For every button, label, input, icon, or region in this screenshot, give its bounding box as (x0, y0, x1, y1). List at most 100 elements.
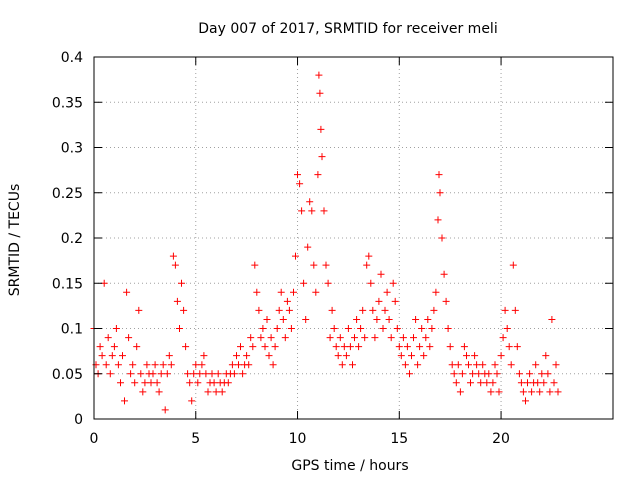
y-tick-label: 0.05 (52, 367, 83, 383)
data-point (159, 361, 167, 369)
data-point (261, 343, 269, 351)
data-point (479, 361, 487, 369)
data-point (259, 325, 267, 332)
data-point (357, 325, 365, 332)
data-point (245, 361, 253, 369)
data-point (499, 334, 507, 342)
data-point (137, 370, 145, 378)
data-point (127, 370, 135, 378)
data-point (454, 361, 462, 369)
data-point (448, 361, 456, 369)
y-tick-label: 0.3 (61, 141, 83, 157)
data-point (336, 334, 344, 342)
data-point (157, 370, 165, 378)
data-point (456, 388, 464, 396)
data-point (196, 370, 204, 378)
data-point (318, 153, 326, 161)
data-point (328, 306, 336, 314)
data-point (102, 361, 110, 369)
data-point (265, 352, 273, 360)
data-point (235, 361, 242, 369)
data-point (243, 352, 251, 360)
data-point (251, 261, 259, 269)
data-point (435, 171, 443, 179)
data-point (338, 361, 346, 369)
data-point (507, 361, 515, 369)
data-point (253, 288, 261, 296)
data-point (542, 352, 550, 360)
data-point (269, 361, 277, 369)
data-point (532, 361, 540, 369)
data-point (281, 334, 289, 342)
data-point (330, 325, 338, 332)
data-point (430, 306, 438, 314)
data-point (324, 279, 332, 287)
data-point (540, 379, 548, 387)
data-point (190, 370, 198, 378)
data-point (173, 297, 181, 305)
data-point (161, 406, 169, 414)
data-point (355, 343, 363, 351)
data-point (300, 279, 308, 287)
data-point (316, 89, 324, 97)
data-point (422, 334, 430, 342)
data-point (426, 343, 434, 351)
data-point (524, 379, 531, 387)
data-point (292, 252, 299, 260)
data-point (171, 261, 179, 269)
data-point (353, 316, 361, 323)
data-point (387, 334, 395, 342)
data-point (517, 379, 525, 387)
data-point (198, 361, 206, 369)
data-point (469, 370, 477, 378)
x-tick-label: 20 (492, 431, 510, 447)
data-point (379, 325, 387, 332)
data-point (491, 361, 499, 369)
data-point (125, 334, 133, 342)
data-point (391, 297, 399, 305)
chart-title: Day 007 of 2017, SRMTID for receiver mel… (198, 21, 497, 37)
data-point (104, 334, 112, 342)
y-tick-label: 0.1 (61, 322, 83, 338)
data-point (389, 279, 397, 287)
data-point (444, 325, 452, 332)
data-point (424, 316, 432, 323)
data-point (428, 325, 436, 332)
data-point (442, 297, 450, 305)
data-point (403, 343, 411, 351)
data-point (131, 379, 139, 387)
data-point (290, 288, 297, 296)
data-point (149, 370, 157, 378)
data-point (438, 234, 446, 242)
data-point (314, 171, 322, 179)
data-point (233, 352, 240, 360)
data-point (98, 352, 106, 360)
data-point (283, 297, 291, 305)
data-point (298, 207, 306, 215)
data-point (501, 306, 509, 314)
data-point (275, 306, 283, 314)
y-tick-label: 0.2 (61, 231, 83, 247)
data-point (202, 370, 210, 378)
data-point (186, 379, 194, 387)
x-tick-label: 5 (191, 431, 200, 447)
data-point (371, 334, 379, 342)
data-point (212, 388, 220, 396)
data-point (182, 343, 190, 351)
data-point (483, 379, 491, 387)
data-point (546, 388, 554, 396)
data-point (153, 379, 161, 387)
data-point (180, 306, 188, 314)
data-point (554, 388, 562, 396)
data-point (340, 343, 348, 351)
data-point (487, 388, 495, 396)
data-point (208, 370, 216, 378)
data-point (393, 325, 401, 332)
data-point (495, 388, 503, 396)
data-point (395, 343, 403, 351)
data-point (151, 361, 159, 369)
data-point (210, 379, 218, 387)
data-point (255, 306, 263, 314)
data-point (369, 306, 377, 314)
data-point (247, 334, 255, 342)
